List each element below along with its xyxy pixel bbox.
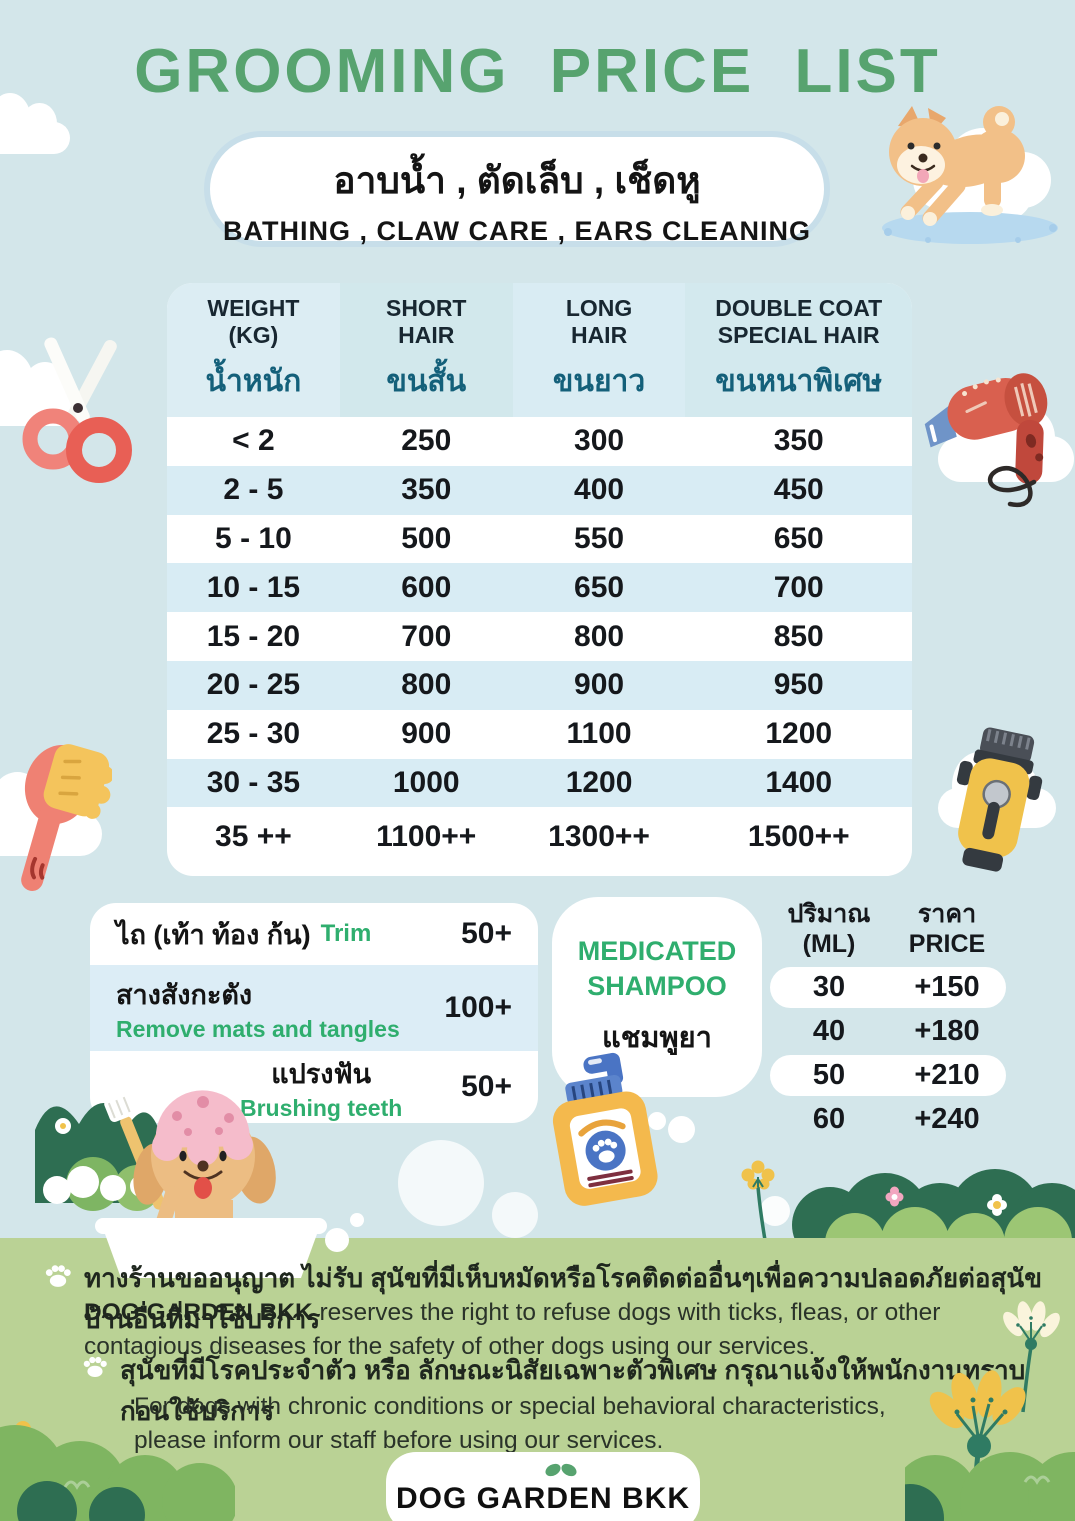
medicated-shampoo-bubble: MEDICATED SHAMPOO แชมพูยา: [552, 897, 762, 1097]
col-volume: ปริมาณ (ML): [787, 900, 871, 958]
col-price: ราคา PRICE: [908, 900, 986, 958]
shampoo-table-header: ปริมาณ (ML) ราคา PRICE: [770, 899, 1006, 959]
bubble-decoration: [398, 1140, 484, 1226]
table-row: 5 - 10 500 550 650: [215, 521, 824, 555]
table-row: 25 - 30 900 1100 1200: [206, 717, 833, 751]
hair-dryer-illustration: [924, 373, 1048, 508]
logo-text: DOG GARDEN BKK: [395, 1482, 690, 1515]
note2-thai: สุนัขที่มีโรคประจำตัว หรือ ลักษณะนิสัยเฉ…: [120, 1355, 1026, 1426]
header-short-hair: SHORT HAIR ขนสั้น: [339, 283, 513, 417]
dog-in-bathtub-illustration: [35, 1090, 364, 1278]
paw-icon: [83, 1356, 107, 1378]
cream-fan-flower: [1003, 1301, 1060, 1350]
header-long-hair: LONG HAIR ขนยาว: [512, 283, 686, 417]
table-row: 10 - 15 600 650 700: [167, 563, 912, 613]
subtitle-pill: อาบน้ำ , ตัดเล็บ , เช็ดหู BATHING , CLAW…: [204, 131, 830, 247]
service-price: 100+: [444, 991, 512, 1024]
daisy-flower: [987, 1194, 1007, 1216]
scissors-illustration: [22, 337, 132, 483]
note2-english: For dogs with chronic conditions or spec…: [134, 1393, 886, 1454]
shiba-dog-illustration: [882, 106, 1058, 244]
shampoo-row: 30 +150: [770, 967, 1006, 1008]
page-title: GROOMING PRICE LIST: [134, 37, 941, 106]
table-row: 2 - 5 350 400 450: [167, 465, 912, 515]
price-table-header: WEIGHT (KG) น้ำหนัก SHORT HAIR ขนสั้น LO…: [167, 283, 912, 417]
service-remove-mats: สางสังกะตัง Remove mats and tangles 100+: [90, 965, 538, 1051]
extra-services-box: ไถ (เท้า ท้อง ก้น) Trim 50+ สางสังกะตัง …: [90, 903, 538, 1123]
shampoo-title-th: แชมพูยา: [602, 1022, 712, 1055]
cloud-decoration: [0, 93, 70, 154]
sprout-icon: [545, 1463, 577, 1477]
table-row: 30 - 35 1000 1200 1400: [167, 758, 912, 808]
bushes-illustration: [0, 1421, 235, 1521]
subtitle-english: BATHING , CLAW CARE , EARS CLEANING: [223, 216, 811, 246]
bushes-illustration: [905, 1301, 1075, 1521]
service-brushing-teeth: แปรงฟัน Brushing teeth 50+: [90, 1051, 538, 1123]
shampoo-row: 40 +180: [812, 1015, 980, 1047]
price-table: WEIGHT (KG) น้ำหนัก SHORT HAIR ขนสั้น LO…: [167, 283, 912, 876]
shampoo-row: 60 +240: [812, 1103, 980, 1135]
shampoo-price-table: ปริมาณ (ML) ราคา PRICE 30 +150 40 +180 50 +…: [770, 899, 1006, 1140]
bubble-decoration: [760, 1196, 790, 1226]
note1-english: DOG GARDEN BKK reserves the right to ref…: [84, 1299, 941, 1360]
logo-badge: DOG GARDEN BKK: [386, 1452, 700, 1521]
service-price: 50+: [461, 1070, 512, 1103]
pink-flower: [885, 1186, 904, 1207]
brush-illustration: [21, 744, 112, 891]
clipper-illustration: [956, 727, 1043, 872]
table-row: 20 - 25 800 900 950: [167, 660, 912, 710]
thought-dot: [648, 1112, 666, 1130]
note1-thai: ทางร้านขออนุญาต ไม่รับ สุนัขที่มีเห็บหมั…: [84, 1263, 1042, 1334]
table-row: 15 - 20 700 800 850: [206, 619, 824, 653]
service-trim: ไถ (เท้า ท้อง ก้น) Trim 50+: [90, 903, 538, 965]
thought-dot: [668, 1116, 695, 1143]
subtitle-thai: อาบน้ำ , ตัดเล็บ , เช็ดหู: [333, 160, 701, 201]
bushes-illustration: [741, 1160, 1075, 1245]
shampoo-title-en: MEDICATED SHAMPOO: [577, 935, 737, 1001]
shampoo-bottle-illustration: [552, 1052, 658, 1206]
bubble-decoration: [492, 1192, 538, 1238]
service-price: 50+: [461, 917, 512, 950]
table-row: 35 ++ 1100++ 1300++ 1500++: [215, 820, 850, 854]
table-row: < 2 250 300 350: [232, 424, 824, 458]
header-weight: WEIGHT (KG) น้ำหนัก: [167, 283, 340, 417]
shampoo-row: 50 +210: [770, 1055, 1006, 1096]
header-double-coat: DOUBLE COAT SPECIAL HAIR ขนหนาพิเศษ: [685, 283, 912, 417]
paw-icon: [45, 1265, 71, 1287]
